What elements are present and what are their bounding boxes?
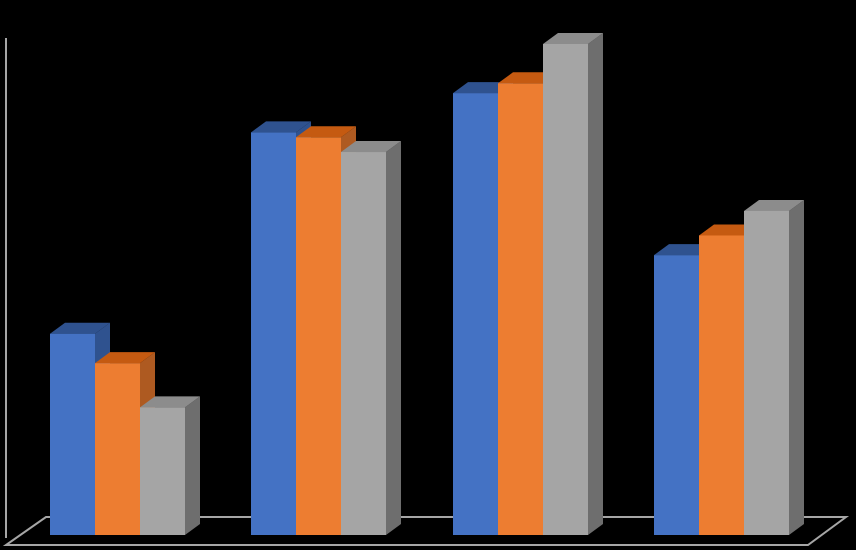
bar-s3-c4	[744, 210, 789, 535]
bar-s2-c2	[296, 137, 341, 536]
bar-s1-c1-top	[50, 322, 110, 334]
bar-s3-c3-top	[543, 33, 603, 44]
bar-s3-c2-top	[341, 141, 401, 153]
bar-s3-c3-side	[588, 33, 603, 535]
bar-s3-c1-top	[140, 396, 200, 408]
bar-s3-c4-side	[789, 199, 804, 535]
bar-s3-c2	[341, 152, 386, 535]
bar-s2-c1	[95, 363, 140, 535]
bar-s1-c4	[654, 255, 699, 535]
bar-s2-c1-top	[95, 352, 155, 364]
bar-s3-c1-side	[185, 396, 200, 535]
bar-s1-c1	[50, 333, 95, 535]
bar-s3-c1	[140, 407, 185, 535]
bar-s1-c2	[251, 132, 296, 535]
bar-s2-c3	[498, 83, 543, 535]
floor-plane	[2, 516, 850, 546]
bar-s2-c2-top	[296, 126, 356, 138]
bar-s1-c2-top	[251, 121, 311, 133]
bar-s3-c3	[543, 44, 588, 535]
bar-s2-c4	[699, 235, 744, 536]
bar-s3-c2-side	[386, 141, 401, 535]
bar-s1-c3	[453, 93, 498, 535]
bar-s3-c4-top	[744, 199, 804, 211]
